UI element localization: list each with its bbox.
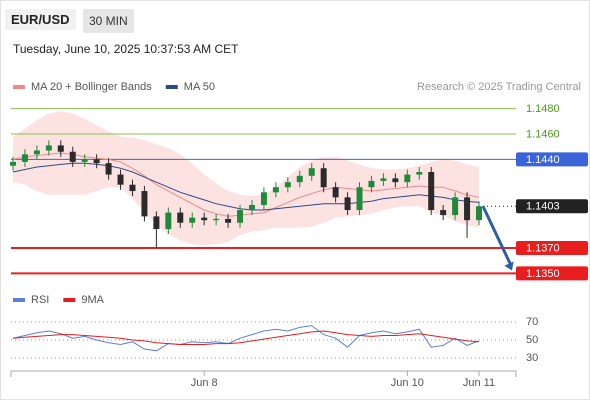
candle-body <box>57 145 64 152</box>
legend-swatch <box>63 298 76 302</box>
symbol[interactable]: EUR/USD <box>5 9 76 30</box>
legend-swatch <box>13 85 25 89</box>
candle-body <box>464 197 471 221</box>
candle-body <box>69 151 76 162</box>
forecast-arrowhead <box>504 261 514 271</box>
legend-label: 9MA <box>81 294 104 306</box>
legend-label: MA 50 <box>184 81 215 93</box>
candle-body <box>10 161 16 166</box>
candle-body <box>165 212 172 230</box>
level-label: 1.1403 <box>526 201 560 213</box>
candle-body <box>33 150 40 155</box>
candle-body <box>452 197 459 216</box>
timestamp: Tuesday, June 10, 2025 10:37:53 AM CET <box>13 42 239 56</box>
candle-body <box>213 218 220 221</box>
candle-body <box>356 187 363 211</box>
candle-body <box>129 184 136 192</box>
candle-body <box>21 154 28 162</box>
level-box <box>516 199 588 214</box>
candle-body <box>45 145 52 151</box>
candle-body <box>320 168 327 188</box>
legend-label: MA 20 + Bollinger Bands <box>31 81 152 93</box>
candle-body <box>428 172 435 211</box>
candle-body <box>284 182 291 188</box>
candle-body <box>117 174 124 185</box>
level-box <box>516 241 588 256</box>
legend-swatch <box>13 298 25 302</box>
rsi-line <box>12 330 480 345</box>
candle-body <box>392 178 399 183</box>
x-tick-label: Jun 10 <box>391 377 424 389</box>
level-label: 1.1480 <box>526 103 560 115</box>
y-tick-label: 50 <box>526 334 538 346</box>
candle-body <box>141 191 148 217</box>
level-label: 1.1460 <box>526 128 560 140</box>
level-label: 1.1350 <box>526 268 560 280</box>
candle-body <box>344 197 351 211</box>
y-tick-label: 70 <box>526 316 538 328</box>
legend-swatch <box>165 85 178 89</box>
y-tick-label: 30 <box>526 352 538 364</box>
candle-body <box>81 159 88 162</box>
candle-body <box>153 216 160 230</box>
level-box <box>516 152 588 167</box>
forecast-arrow <box>481 205 512 265</box>
interval[interactable]: 30 MIN <box>83 9 134 33</box>
candle-body <box>332 187 339 198</box>
candle-body <box>177 212 184 223</box>
candle-body <box>105 163 112 175</box>
candle-body <box>476 206 482 221</box>
level-label: 1.1370 <box>526 242 560 254</box>
candle-body <box>296 175 303 183</box>
candle-body <box>93 159 100 164</box>
candle-body <box>308 168 315 176</box>
candle-body <box>260 192 267 205</box>
candle-body <box>201 217 208 221</box>
candle-body <box>189 217 196 223</box>
x-tick-label: Jun 8 <box>191 377 218 389</box>
candle-body <box>404 174 411 183</box>
candle-body <box>248 204 255 211</box>
candle-body <box>416 172 423 175</box>
rsi-line <box>12 325 480 352</box>
x-tick-label: Jun 11 <box>463 377 495 389</box>
candle-body <box>237 210 244 223</box>
candle-body <box>225 218 232 223</box>
candle-body <box>380 178 387 181</box>
ma-line <box>12 152 480 217</box>
bollinger-band <box>13 111 479 246</box>
level-box <box>516 266 588 281</box>
level-label: 1.1440 <box>526 154 560 166</box>
candle-body <box>272 187 279 193</box>
candle-body <box>440 210 447 216</box>
candle-body <box>368 180 375 188</box>
ma-line <box>12 162 480 211</box>
legend-label: RSI <box>31 294 49 306</box>
annotation: Research © 2025 Trading Central <box>417 81 581 93</box>
